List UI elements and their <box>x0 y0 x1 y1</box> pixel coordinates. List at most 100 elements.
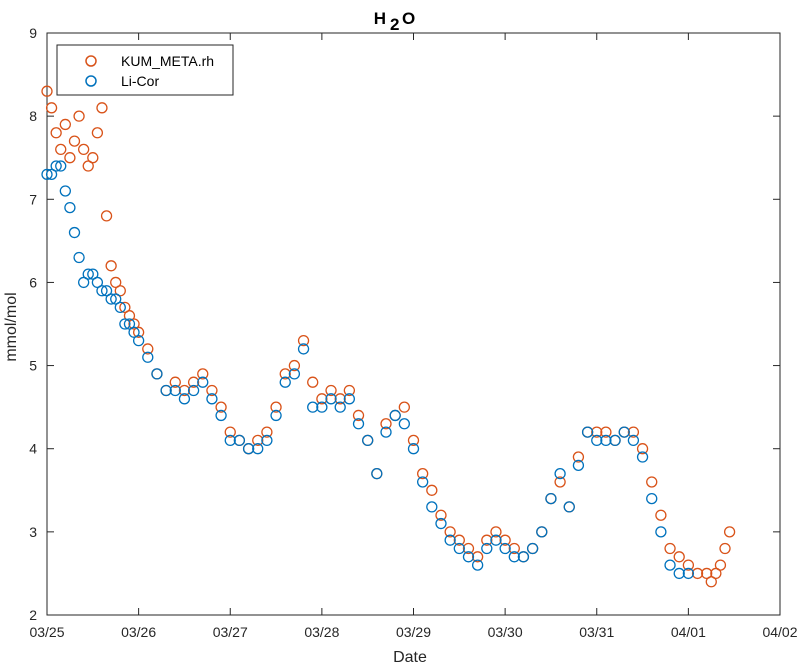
chart-title-suffix: O <box>402 9 415 28</box>
chart-title-subscript: 2 <box>390 15 399 34</box>
data-point <box>334 401 346 413</box>
x-axis-label: Date <box>393 649 427 666</box>
data-point <box>96 102 108 114</box>
data-point <box>68 135 81 147</box>
data-point <box>45 102 58 114</box>
data-point <box>41 168 53 180</box>
data-point <box>142 343 154 355</box>
data-point <box>119 301 131 314</box>
data-point <box>646 476 658 488</box>
data-point <box>105 260 117 272</box>
data-point <box>545 492 557 505</box>
data-point <box>128 326 140 338</box>
data-point <box>499 534 511 546</box>
data-point <box>64 152 76 164</box>
data-point <box>352 418 365 430</box>
data-point <box>123 318 136 330</box>
data-point <box>572 451 585 463</box>
data-point <box>128 318 140 330</box>
data-point <box>215 409 227 422</box>
data-point <box>87 152 99 164</box>
data-point <box>279 368 291 380</box>
data-point <box>169 384 181 397</box>
data-point <box>215 401 227 413</box>
data-point <box>307 401 319 413</box>
data-point <box>618 426 630 438</box>
data-point <box>82 160 94 172</box>
data-point <box>581 426 594 438</box>
data-point <box>151 368 163 380</box>
data-point <box>142 351 154 363</box>
series-li-cor <box>41 160 695 580</box>
data-point <box>78 143 90 156</box>
data-point <box>343 393 356 405</box>
data-point <box>316 401 328 413</box>
data-point <box>435 517 447 530</box>
data-point <box>417 476 429 488</box>
data-point <box>627 434 640 447</box>
legend-marker-kum-meta-rh <box>85 55 97 67</box>
data-point <box>45 168 58 180</box>
data-point <box>224 426 236 438</box>
data-point <box>100 210 113 222</box>
x-tick-label: 03/25 <box>29 624 64 640</box>
data-point <box>526 542 539 555</box>
data-point <box>572 459 585 471</box>
data-point <box>710 567 722 580</box>
data-point <box>481 542 493 555</box>
data-point <box>270 409 282 422</box>
data-point <box>471 559 484 571</box>
data-point <box>252 434 264 447</box>
data-point <box>316 393 328 405</box>
data-point <box>536 526 548 538</box>
x-tick-label: 03/29 <box>396 624 431 640</box>
data-point <box>261 434 273 447</box>
y-tick-label: 8 <box>29 108 37 124</box>
data-point <box>471 551 484 563</box>
data-point <box>160 384 172 397</box>
data-point <box>334 393 346 405</box>
data-point <box>55 160 67 172</box>
data-point <box>609 434 621 447</box>
data-point <box>490 526 502 538</box>
data-point <box>169 376 181 388</box>
data-point <box>417 468 429 480</box>
data-point <box>714 559 727 571</box>
y-tick-label: 2 <box>29 607 37 623</box>
legend-label-kum-meta-rh: KUM_META.rh <box>121 53 214 69</box>
data-point <box>242 443 255 455</box>
data-point <box>206 384 218 397</box>
data-point <box>279 376 291 388</box>
data-point <box>114 301 126 314</box>
data-point <box>453 542 465 555</box>
data-point <box>187 384 200 397</box>
data-point <box>110 293 122 305</box>
data-point <box>252 443 264 455</box>
data-point <box>682 567 695 580</box>
data-point <box>50 127 62 139</box>
data-point <box>453 534 465 546</box>
data-point <box>59 118 71 131</box>
legend-box <box>56 44 234 96</box>
data-point <box>73 110 85 122</box>
data-point <box>297 343 310 355</box>
data-point <box>655 509 667 521</box>
data-point <box>50 160 62 172</box>
data-point <box>197 368 209 380</box>
data-point <box>288 359 301 372</box>
data-point <box>371 468 383 480</box>
data-point <box>96 285 108 297</box>
data-point <box>270 401 282 413</box>
data-point <box>68 226 81 239</box>
data-point <box>508 551 520 563</box>
data-points <box>41 85 736 588</box>
data-point <box>398 401 410 413</box>
data-point <box>123 310 136 322</box>
data-point <box>224 434 236 447</box>
y-tick-label: 5 <box>29 358 37 374</box>
data-point <box>307 376 319 388</box>
y-tick-label: 3 <box>29 524 37 540</box>
data-point <box>362 434 374 447</box>
